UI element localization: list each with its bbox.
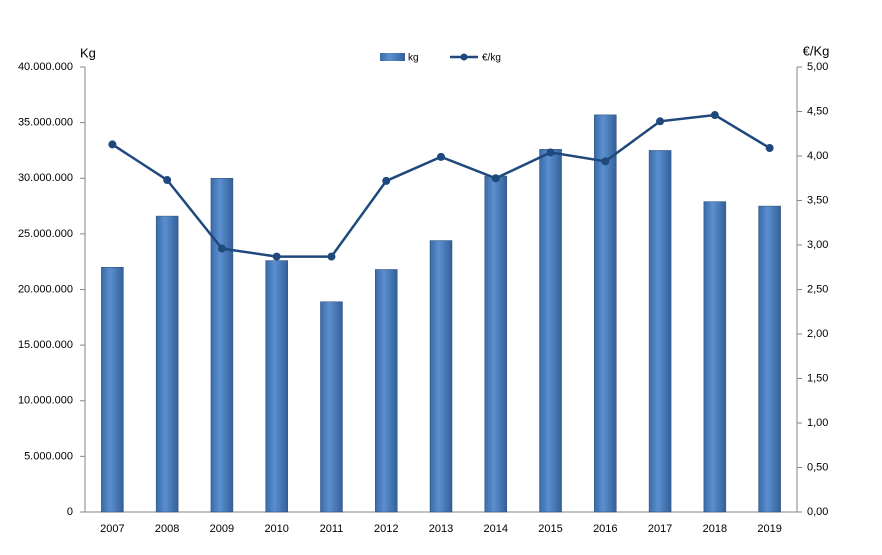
line-marker [601,157,610,166]
y-tick-label: 25.000.000 [18,228,73,240]
bar [210,178,234,513]
y-tick-label: 40.000.000 [18,61,73,73]
x-tick-label: 2018 [703,523,727,535]
bar [539,149,562,513]
bar [265,260,288,513]
line-marker [437,152,445,161]
legend-swatch [380,53,405,61]
line-marker [217,244,226,253]
bar [648,150,672,513]
x-tick-label: 2007 [100,523,124,535]
y-tick-label: 30.000.000 [18,172,73,184]
bar [101,267,124,513]
y2-tick-label: 2,50 [807,283,828,295]
x-tick-label: 2017 [648,523,672,535]
line-marker [546,148,555,157]
bar [320,301,343,513]
bar [594,114,617,513]
line-marker [108,140,117,149]
legend-label: kg [408,53,419,64]
bar [758,205,781,513]
x-tick-label: 2019 [757,523,781,535]
x-tick-label: 2011 [320,523,344,535]
line-marker [382,176,391,185]
bar [374,269,398,513]
bar [484,175,508,513]
y2-tick-label: 1,00 [807,417,828,429]
bar [703,201,727,513]
line-marker [491,174,500,183]
y2-axis-title: €/Kg [803,43,830,58]
line-marker [656,117,665,126]
line-marker [327,252,336,261]
y2-tick-label: 0,50 [807,461,828,473]
line-marker [272,252,281,261]
legend-label: €/kg [482,53,501,64]
legend-swatch [460,53,468,61]
x-tick-label: 2012 [374,523,398,535]
bar [155,215,179,513]
y2-tick-label: 5,00 [807,61,828,73]
y2-tick-label: 0,00 [807,506,828,518]
y-axis-title: Kg [80,45,96,60]
y-tick-label: 0 [67,506,73,518]
line-marker [163,176,172,185]
y2-tick-label: 4,50 [807,105,828,117]
y-tick-label: 5.000.000 [24,450,73,462]
x-tick-label: 2009 [210,523,234,535]
y-tick-label: 35.000.000 [18,117,73,129]
y2-tick-label: 4,00 [807,150,828,162]
y2-tick-label: 2,00 [807,328,828,340]
y2-tick-label: 1,50 [807,372,828,384]
y-tick-label: 20.000.000 [18,283,73,295]
line-marker [765,143,774,152]
x-tick-label: 2010 [264,523,288,535]
x-tick-label: 2016 [593,523,617,535]
bar [429,240,453,513]
y2-tick-label: 3,50 [807,194,828,206]
y-tick-label: 15.000.000 [18,339,73,351]
x-tick-label: 2008 [155,523,179,535]
y-tick-label: 10.000.000 [18,395,73,407]
x-tick-label: 2014 [484,523,508,535]
x-tick-label: 2015 [538,523,562,535]
y2-tick-label: 3,00 [807,239,828,251]
x-tick-label: 2013 [429,523,453,535]
line-marker [710,111,719,120]
